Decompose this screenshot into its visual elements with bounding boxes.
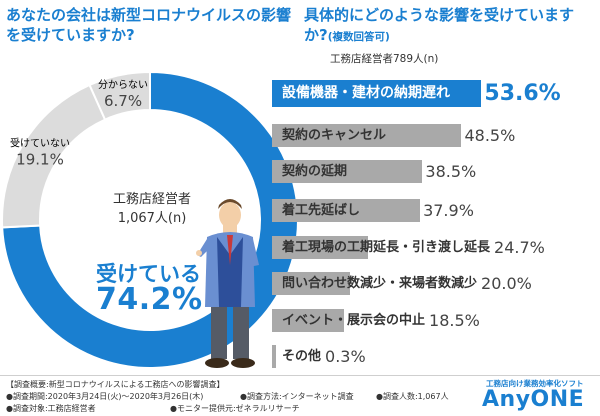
- slice-unknown: [88, 70, 151, 121]
- bar-value-label: 20.0%: [481, 274, 532, 293]
- businessman-illustration: [196, 199, 259, 368]
- slice-unknown-value: 6.7%: [104, 92, 142, 110]
- bar-value-label: 38.5%: [425, 162, 477, 181]
- left-question-title: あなたの会社は新型コロナウイルスの影響を受けていますか?: [6, 6, 292, 44]
- donut-center-line1: 工務店経営者: [112, 192, 191, 207]
- bar-category-label: 着工先延ばし: [282, 203, 361, 218]
- bar: [272, 199, 421, 222]
- right-question-title: 具体的にどのような影響を受けていますか?(複数回答可): [304, 5, 594, 47]
- affected-value: 74.2%: [96, 282, 203, 317]
- footer-target: ●調査対象:工務店経営者: [6, 404, 96, 413]
- footer-count: ●調査人数:1,067人: [376, 392, 449, 401]
- bar-category-label: 設備機器・建材の納期遅れ: [282, 85, 450, 101]
- survey-footer: 【調査概要:新型コロナウイルスによる工務店への影響調査】 ●調査期間:2020年…: [0, 375, 600, 416]
- bar: [272, 80, 482, 107]
- bar: [272, 124, 462, 147]
- bar: [272, 345, 276, 368]
- bar-value-label: 53.6%: [484, 81, 561, 106]
- bar-value-label: 18.5%: [429, 311, 480, 330]
- bar: [272, 272, 351, 295]
- brand-tagline: 工務店向け業務効率化ソフト: [486, 379, 584, 388]
- footer-provider: ●モニター提供元:ゼネラルリサーチ: [170, 404, 300, 413]
- donut-center-label: 工務店経営者 1,067人(n): [72, 190, 232, 228]
- bar-category-label: 着工現場の工期延長・引き渡し延長: [282, 240, 491, 255]
- bar-category-label: その他: [282, 349, 322, 364]
- bar-category-label: イベント・展示会の中止: [282, 313, 426, 328]
- bar: [272, 160, 423, 183]
- slice-not-affected-value: 19.1%: [16, 151, 64, 169]
- donut-center-line2: 1,067人(n): [117, 211, 187, 226]
- footer-method: ●調査方法:インターネット調査: [240, 392, 354, 401]
- footer-period: ●調査期間:2020年3月24日(火)〜2020年3月26日(木): [6, 392, 204, 401]
- brand-logo: AnyONE: [482, 387, 585, 412]
- slice-unknown-label: 分からない: [98, 79, 148, 91]
- bar-value-label: 0.3%: [325, 347, 366, 366]
- bar-value-label: 37.9%: [423, 201, 474, 220]
- footer-summary: 【調査概要:新型コロナウイルスによる工務店への影響調査】: [6, 380, 225, 389]
- bar: [272, 309, 345, 332]
- bar-value-label: 48.5%: [464, 126, 516, 145]
- bar-category-label: 契約の延期: [282, 164, 348, 179]
- affected-label: 受けている: [96, 262, 201, 286]
- right-sample-size: 工務店経営者789人(n): [330, 53, 439, 65]
- bar-value-label: 24.7%: [494, 238, 545, 257]
- right-question-note: (複数回答可): [327, 31, 390, 43]
- bar: [272, 236, 369, 259]
- slice-not-affected-label: 受けていない: [10, 138, 70, 150]
- bar-category-label: 問い合わせ数減少・来場者数減少: [282, 276, 478, 291]
- bar-category-label: 契約のキャンセル: [282, 128, 387, 143]
- right-question-text: 具体的にどのような影響を受けていますか?: [304, 6, 575, 44]
